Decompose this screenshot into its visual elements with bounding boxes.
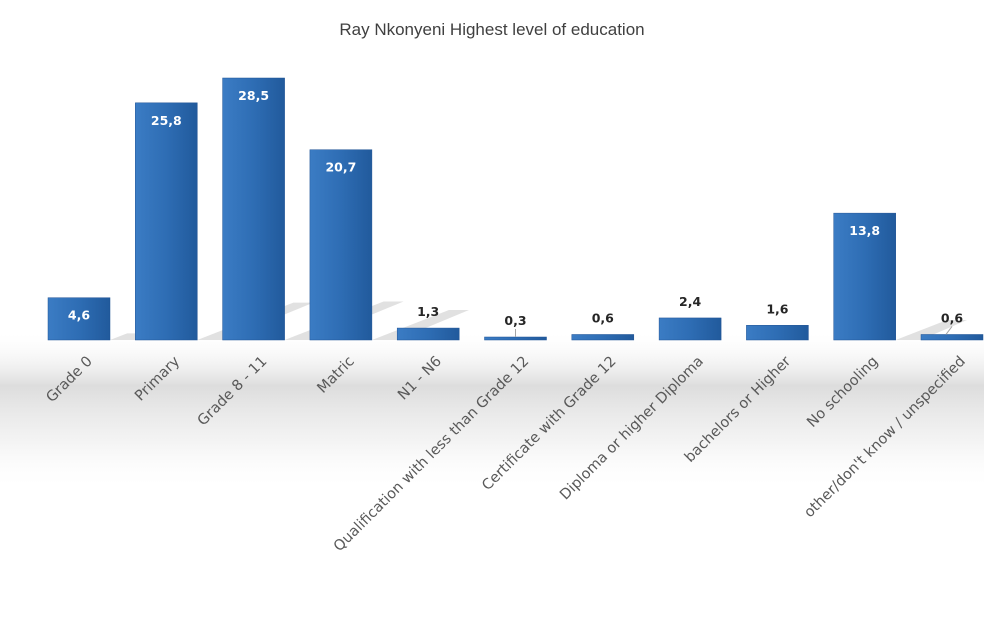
data-label: 25,8 — [151, 113, 182, 128]
bar — [47, 297, 111, 341]
chart-title: Ray Nkonyeni Highest level of education — [339, 20, 645, 39]
data-label: 28,5 — [238, 88, 269, 103]
leader-line — [945, 326, 953, 335]
data-label: 0,6 — [941, 310, 963, 325]
data-label: 1,6 — [766, 301, 788, 316]
data-label: 0,6 — [592, 310, 614, 325]
data-label: 20,7 — [325, 160, 356, 175]
bar — [484, 336, 547, 341]
bar — [658, 317, 722, 341]
bar — [920, 334, 984, 341]
data-label: 4,6 — [68, 308, 90, 323]
floor-band — [0, 330, 984, 490]
bar — [222, 77, 285, 341]
data-label: 1,3 — [417, 304, 439, 319]
data-label: 2,4 — [679, 294, 701, 309]
bar — [833, 212, 896, 341]
data-label: 0,3 — [504, 313, 526, 328]
bar — [396, 327, 460, 341]
bar — [309, 149, 373, 341]
bar-shadow — [895, 320, 968, 340]
bar-shadow — [371, 310, 469, 340]
bar — [571, 334, 635, 341]
bar — [135, 102, 198, 341]
bar — [746, 325, 809, 341]
data-label: 13,8 — [849, 223, 880, 238]
